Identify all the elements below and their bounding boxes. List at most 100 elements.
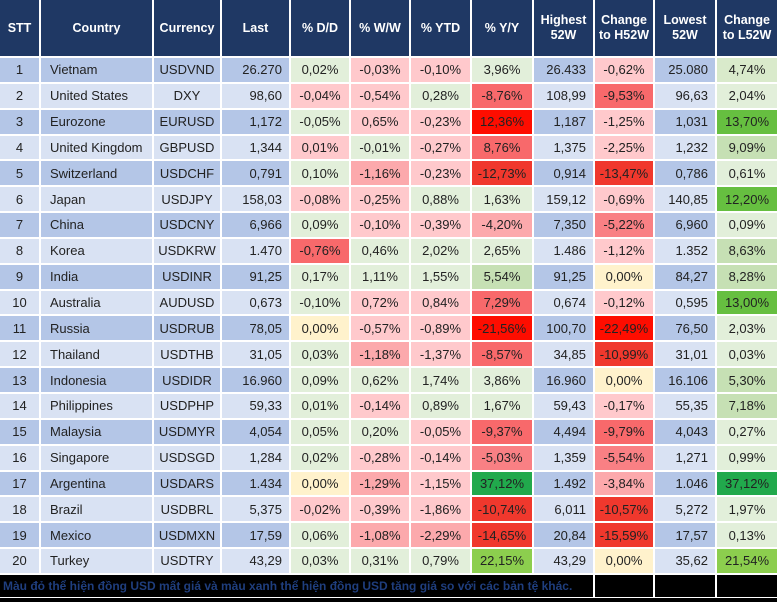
cell-stt: 4 — [0, 135, 39, 160]
cell-pct-dd: 0,17% — [291, 264, 349, 289]
cell-pct-ytd: -2,29% — [411, 523, 470, 548]
cell-stt: 17 — [0, 471, 39, 496]
cell-highest-52w: 6,011 — [534, 497, 593, 522]
cell-pct-ww: 0,46% — [351, 238, 409, 263]
cell-lowest-52w: 55,35 — [655, 393, 715, 418]
column-header-chg_l52: Change to L52W — [717, 0, 777, 56]
cell-pct-ww: -0,28% — [351, 445, 409, 470]
cell-country: Argentina — [41, 471, 152, 496]
cell-currency: GBPUSD — [154, 135, 220, 160]
cell-change-to-l52w: 12,20% — [717, 187, 777, 212]
cell-currency: USDBRL — [154, 497, 220, 522]
cell-pct-yy: 1,63% — [472, 187, 532, 212]
cell-change-to-h52w: -0,62% — [595, 58, 653, 82]
cell-last: 98,60 — [222, 83, 289, 108]
cell-pct-ww: -0,01% — [351, 135, 409, 160]
column-header-pct_ww: % W/W — [351, 0, 409, 56]
cell-lowest-52w: 1,271 — [655, 445, 715, 470]
cell-pct-yy: -8,76% — [472, 83, 532, 108]
cell-change-to-l52w: 2,04% — [717, 83, 777, 108]
cell-change-to-l52w: 37,12% — [717, 471, 777, 496]
cell-last: 0,673 — [222, 290, 289, 315]
cell-currency: USDSGD — [154, 445, 220, 470]
cell-pct-dd: -0,76% — [291, 238, 349, 263]
cell-change-to-h52w: -15,59% — [595, 523, 653, 548]
cell-pct-ytd: 0,84% — [411, 290, 470, 315]
cell-stt: 5 — [0, 161, 39, 186]
cell-change-to-h52w: -3,84% — [595, 471, 653, 496]
cell-highest-52w: 108,99 — [534, 83, 593, 108]
cell-pct-dd: 0,02% — [291, 445, 349, 470]
cell-change-to-h52w: -0,17% — [595, 393, 653, 418]
cell-pct-ww: 1,11% — [351, 264, 409, 289]
cell-last: 16.960 — [222, 368, 289, 392]
cell-last: 0,791 — [222, 161, 289, 186]
cell-highest-52w: 16.960 — [534, 368, 593, 392]
cell-currency: USDMXN — [154, 523, 220, 548]
column-header-currency: Currency — [154, 0, 220, 56]
cell-highest-52w: 7,350 — [534, 213, 593, 237]
cell-change-to-l52w: 8,28% — [717, 264, 777, 289]
cell-change-to-h52w: -10,99% — [595, 342, 653, 367]
cell-highest-52w: 59,43 — [534, 393, 593, 418]
column-header-stt: STT — [0, 0, 39, 56]
column-header-country: Country — [41, 0, 152, 56]
column-header-last: Last — [222, 0, 289, 56]
cell-pct-dd: 0,03% — [291, 549, 349, 573]
cell-currency: USDKRW — [154, 238, 220, 263]
cell-currency: AUDUSD — [154, 290, 220, 315]
cell-stt: 15 — [0, 419, 39, 444]
cell-pct-ww: 0,65% — [351, 109, 409, 134]
cell-highest-52w: 1,359 — [534, 445, 593, 470]
cell-change-to-h52w: -9,79% — [595, 419, 653, 444]
cell-lowest-52w: 25.080 — [655, 58, 715, 82]
cell-stt: 13 — [0, 368, 39, 392]
cell-lowest-52w: 1,232 — [655, 135, 715, 160]
cell-change-to-h52w: 0,00% — [595, 549, 653, 573]
cell-pct-yy: 7,29% — [472, 290, 532, 315]
cell-pct-yy: -5,03% — [472, 445, 532, 470]
cell-highest-52w: 43,29 — [534, 549, 593, 573]
cell-stt: 2 — [0, 83, 39, 108]
cell-stt: 3 — [0, 109, 39, 134]
cell-stt: 20 — [0, 549, 39, 573]
cell-change-to-l52w: 21,54% — [717, 549, 777, 573]
cell-pct-ytd: -0,27% — [411, 135, 470, 160]
cell-pct-dd: -0,10% — [291, 290, 349, 315]
cell-last: 31,05 — [222, 342, 289, 367]
cell-pct-dd: 0,00% — [291, 316, 349, 341]
cell-change-to-l52w: 0,27% — [717, 419, 777, 444]
cell-lowest-52w: 0,595 — [655, 290, 715, 315]
cell-pct-dd: -0,02% — [291, 497, 349, 522]
cell-change-to-l52w: 0,13% — [717, 523, 777, 548]
cell-stt: 14 — [0, 393, 39, 418]
cell-highest-52w: 1,375 — [534, 135, 593, 160]
cell-last: 1.434 — [222, 471, 289, 496]
cell-change-to-l52w: 1,97% — [717, 497, 777, 522]
cell-pct-ytd: -1,15% — [411, 471, 470, 496]
cell-change-to-l52w: 0,09% — [717, 213, 777, 237]
cell-last: 59,33 — [222, 393, 289, 418]
cell-pct-ww: -0,10% — [351, 213, 409, 237]
column-header-pct_dd: % D/D — [291, 0, 349, 56]
cell-pct-ww: -0,57% — [351, 316, 409, 341]
cell-stt: 8 — [0, 238, 39, 263]
cell-lowest-52w: 84,27 — [655, 264, 715, 289]
cell-pct-ww: -0,14% — [351, 393, 409, 418]
cell-country: Philippines — [41, 393, 152, 418]
cell-pct-ww: -0,54% — [351, 83, 409, 108]
cell-pct-dd: -0,05% — [291, 109, 349, 134]
cell-last: 91,25 — [222, 264, 289, 289]
cell-pct-yy: -12,73% — [472, 161, 532, 186]
cell-currency: USDMYR — [154, 419, 220, 444]
cell-highest-52w: 1,187 — [534, 109, 593, 134]
cell-last: 1,172 — [222, 109, 289, 134]
cell-highest-52w: 34,85 — [534, 342, 593, 367]
cell-stt: 12 — [0, 342, 39, 367]
cell-pct-dd: 0,01% — [291, 135, 349, 160]
cell-currency: DXY — [154, 83, 220, 108]
cell-country: Indonesia — [41, 368, 152, 392]
cell-country: Australia — [41, 290, 152, 315]
cell-lowest-52w: 1.352 — [655, 238, 715, 263]
cell-highest-52w: 1.492 — [534, 471, 593, 496]
